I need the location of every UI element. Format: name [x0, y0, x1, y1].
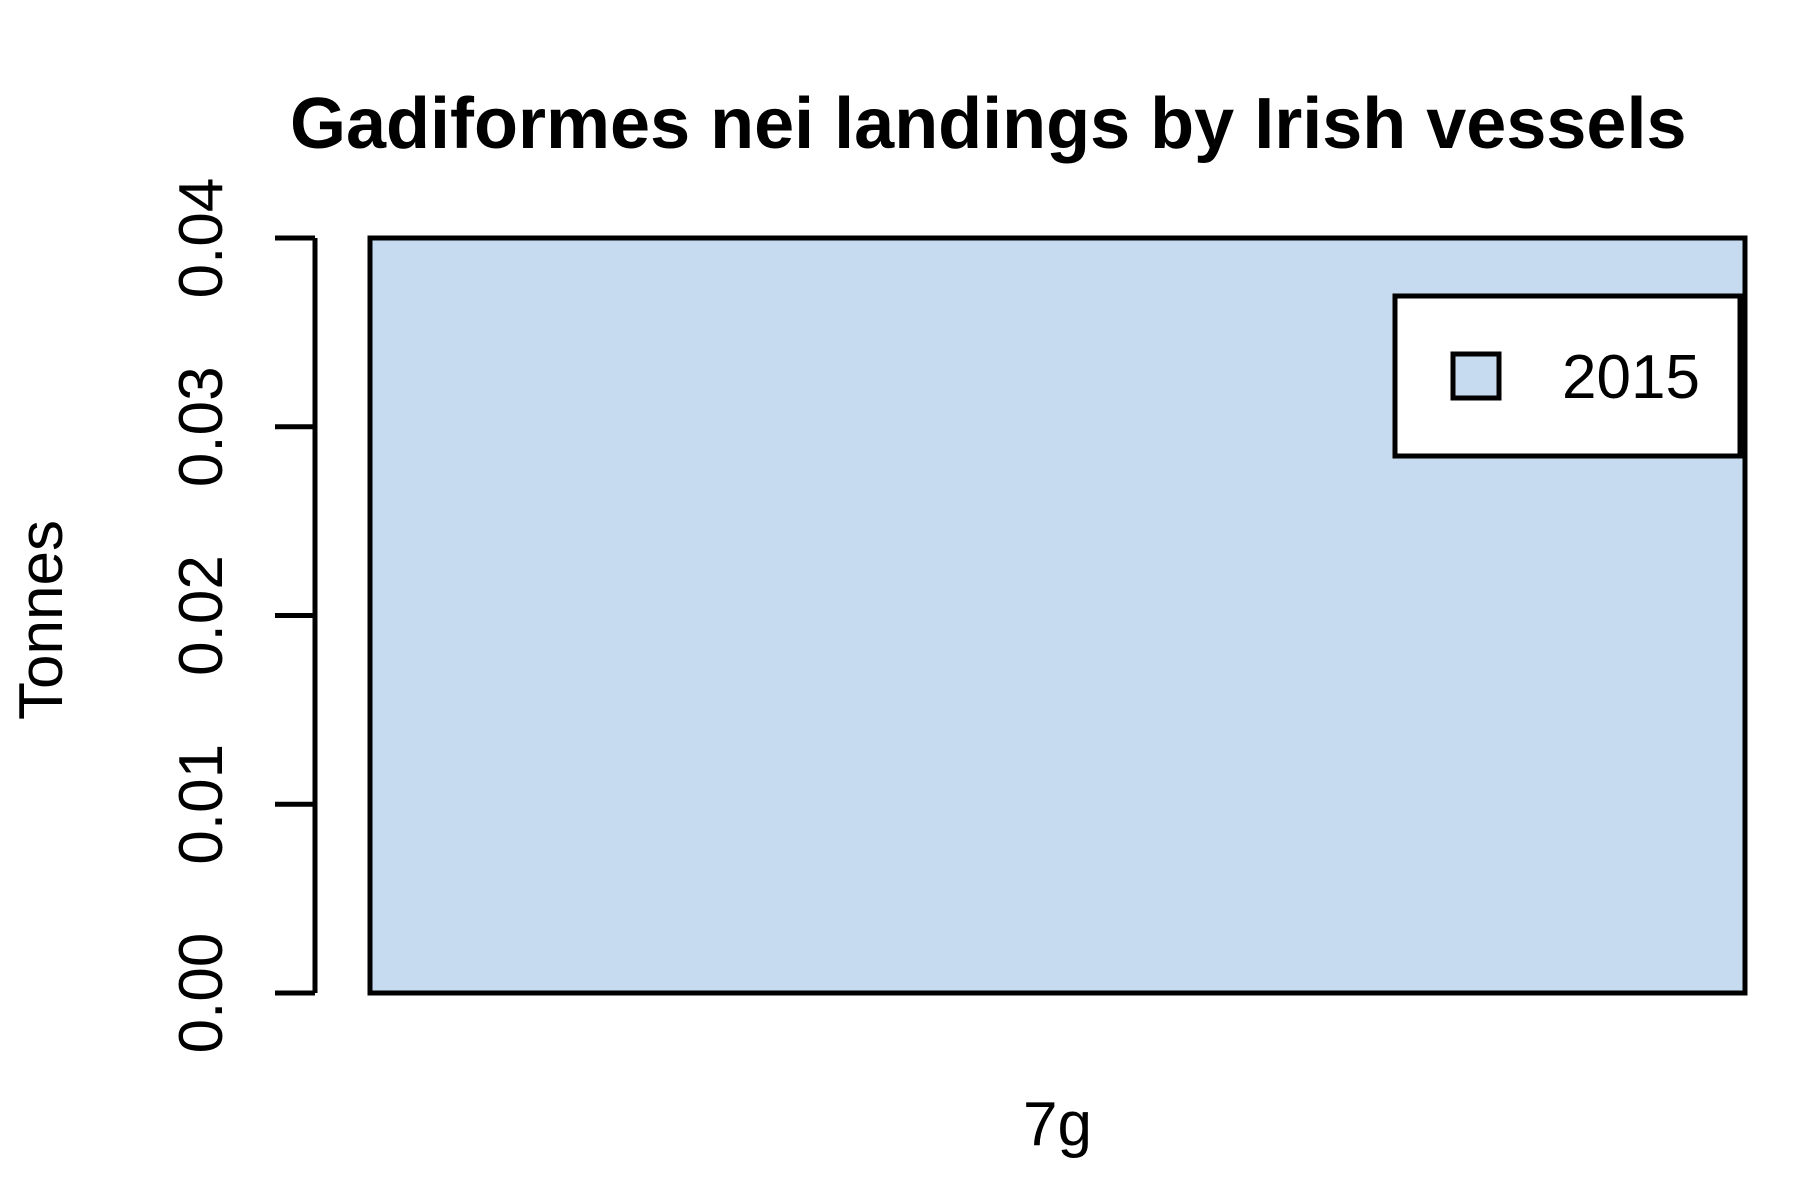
legend-swatch — [1450, 351, 1502, 401]
legend-label: 2015 — [1562, 343, 1700, 412]
x-axis: 7g — [1023, 1090, 1092, 1159]
x-tick-label: 7g — [1023, 1090, 1092, 1159]
y-tick-label: 0.02 — [167, 555, 236, 676]
y-tick-label: 0.04 — [167, 178, 236, 299]
y-axis: 0.00 0.01 0.02 0.03 0.04 — [167, 178, 318, 1054]
y-axis-label: Tonnes — [7, 520, 76, 720]
chart-title: Gadiformes nei landings by Irish vessels — [290, 84, 1687, 164]
y-tick-label: 0.00 — [167, 933, 236, 1054]
y-tick-label: 0.03 — [167, 366, 236, 487]
legend: 2015 — [1392, 293, 1743, 459]
y-tick-label: 0.01 — [167, 744, 236, 865]
legend-box — [1392, 293, 1743, 459]
